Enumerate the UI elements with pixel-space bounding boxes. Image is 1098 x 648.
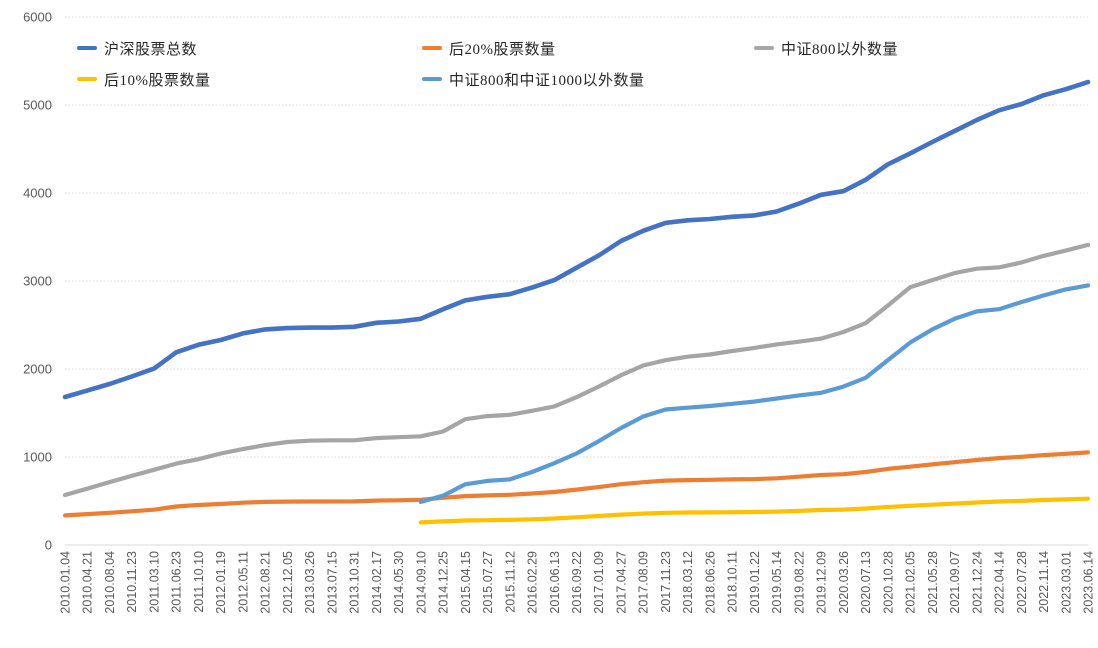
x-tick-label: 2010.08.04 [103,551,117,614]
x-tick-label: 2013.10.31 [348,551,362,614]
x-tick-label: 2020.10.28 [881,551,895,614]
x-tick-label: 2016.02.29 [526,551,540,614]
x-tick-label: 2010.11.23 [125,551,139,613]
y-tick-label-1000: 1000 [23,450,52,465]
x-tick-label: 2013.07.15 [325,551,339,614]
x-tick-label: 2013.03.26 [303,551,317,614]
x-tick-label: 2014.02.17 [370,551,384,614]
y-tick-label-6000: 6000 [23,10,52,25]
x-tick-label: 2011.03.10 [147,551,161,613]
x-tick-label: 2012.05.11 [236,551,250,613]
x-tick-label: 2017.04.27 [614,551,628,614]
series-line-ex-csi800-csi1000 [418,283,1091,504]
x-tick-label: 2022.07.28 [1015,551,1029,614]
x-tick-label: 2014.09.10 [414,551,428,614]
x-tick-label: 2019.05.14 [770,551,784,614]
x-tick-label: 2017.01.09 [592,551,606,614]
x-tick-label: 2018.03.12 [681,551,695,614]
x-tick-label: 2018.10.11 [726,551,740,613]
x-tick-label: 2021.12.24 [970,551,984,614]
y-tick-label-5000: 5000 [23,98,52,113]
x-tick-label: 2011.10.10 [192,551,206,613]
x-tick-label: 2017.11.23 [659,551,673,613]
x-tick-label: 2018.06.26 [703,551,717,614]
x-tick-label: 2017.08.09 [637,551,651,614]
x-tick-label: 2022.04.14 [993,551,1007,614]
x-tick-label: 2016.06.13 [548,551,562,614]
x-tick-label: 2011.06.23 [170,551,184,613]
x-tick-label: 2015.11.12 [503,551,517,613]
x-tick-label: 2021.02.05 [904,551,918,614]
x-tick-label: 2021.09.07 [948,551,962,614]
series-line-ex-csi800 [62,242,1091,498]
x-tick-label: 2020.07.13 [859,551,873,614]
x-tick-label: 2012.12.05 [281,551,295,614]
x-tick-label: 2010.01.04 [59,551,73,614]
x-tick-label: 2020.03.26 [837,551,851,614]
x-tick-label: 2012.01.19 [214,551,228,614]
x-tick-label: 2014.05.30 [392,551,406,614]
gridlines [65,16,1088,546]
x-axis-labels: 2010.01.04 2010.04.21 2010.08.04 2010.11.23… [59,551,1096,614]
y-tick-label-2000: 2000 [23,362,52,377]
x-tick-label: 2021.05.28 [926,551,940,614]
y-tick-label-3000: 3000 [23,274,52,289]
x-tick-label: 2012.08.21 [259,551,273,614]
series-line-bottom10pct [418,496,1091,525]
x-tick-label: 2023.03.01 [1059,551,1073,614]
x-tick-label: 2022.11.14 [1037,551,1051,613]
x-tick-label: 2016.09.22 [570,551,584,614]
y-tick-label-0: 0 [45,538,52,553]
x-tick-label: 2010.04.21 [81,551,95,614]
x-tick-label: 2023.06.14 [1082,551,1096,614]
y-tick-label-4000: 4000 [23,186,52,201]
x-tick-label: 2014.12.25 [437,551,451,614]
series-line-bottom20pct [62,450,1091,518]
x-tick-label: 2015.07.27 [481,551,495,614]
x-tick-label: 2019.12.09 [815,551,829,614]
y-axis-labels: 0 1000 2000 3000 4000 5000 6000 [23,10,52,553]
x-tick-label: 2015.04.15 [459,551,473,614]
x-tick-label: 2019.01.22 [748,551,762,614]
x-tick-label: 2019.08.22 [792,551,806,614]
series-line-total-stocks [62,79,1091,400]
